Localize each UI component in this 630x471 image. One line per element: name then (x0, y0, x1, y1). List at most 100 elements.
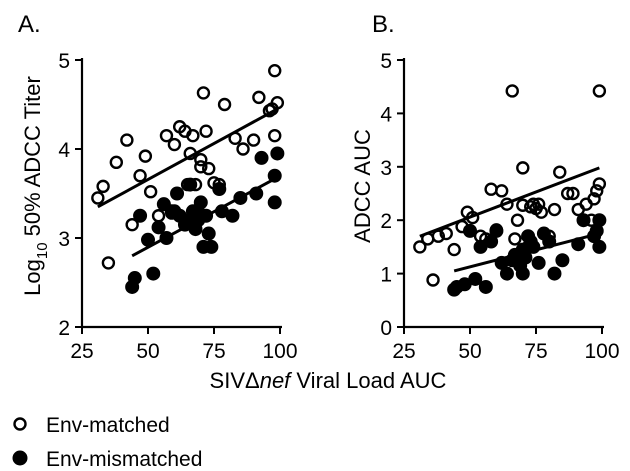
panel-b-y-tick-label: 2 (380, 210, 392, 233)
panel-b-env-mismatched-point (547, 266, 562, 281)
panel-a-x-tick-label: 100 (262, 340, 297, 363)
panel-b-env-mismatched-point (515, 266, 530, 281)
panel-a-env-matched-point (252, 90, 266, 105)
panel-b-env-matched-point (510, 213, 525, 227)
panel-a-env-matched-point (246, 133, 261, 147)
panel-a-env-matched-point (270, 96, 285, 110)
panel-a-y-tick-label: 4 (58, 139, 70, 162)
panel-b-env-mismatched-point (518, 250, 533, 265)
panel-a-env-matched-point (194, 160, 208, 174)
panel-b-env-mismatched-point (555, 253, 570, 268)
panel-b-y-tick-label: 0 (380, 317, 392, 340)
panel-a-env-matched-point (143, 185, 158, 199)
panel-a-env-mismatched-point (254, 150, 269, 165)
x-axis-title-italic: nef (260, 368, 293, 393)
panel-a-x-tick-label: 75 (202, 340, 225, 363)
legend-label-env-matched: Env-matched (46, 414, 170, 437)
panel-b-env-matched-point (547, 202, 562, 217)
panel-a-env-matched-point (109, 155, 124, 170)
panel-b-x-tick-label: 75 (524, 340, 547, 363)
panel-a-env-mismatched-point (233, 190, 248, 205)
panel-a-env-matched-point (151, 209, 166, 223)
panel-b-env-mismatched-point (592, 239, 607, 254)
panel-b-env-matched-point (587, 192, 601, 206)
panel-b-y-tick-label: 5 (380, 50, 392, 73)
panel-a-env-mismatched-point (141, 232, 155, 247)
panel-b-y-tick-label: 4 (380, 103, 392, 126)
panel-a-y-tick-label: 3 (58, 228, 70, 251)
panel-a-env-matched-point (133, 168, 147, 183)
panel-a-env-mismatched-point (225, 208, 240, 223)
panel-a-env-mismatched-point (170, 186, 185, 201)
panel-a-ylabel-subscript: 10 (34, 242, 51, 259)
panel-b-x-tick-label: 100 (584, 340, 619, 363)
panel-a-env-matched-point (183, 146, 197, 161)
panel-a-env-mismatched-point (151, 220, 166, 235)
panel-b-env-matched-point (439, 226, 453, 241)
panel-b-env-matched-point (508, 232, 522, 246)
panel-a: A. Log10 50% ADCC Titer 25 50 75 100 2 3 4 5 (18, 11, 298, 363)
panel-a-env-mismatched-point (267, 195, 282, 210)
panel-b-env-matched-point (516, 161, 530, 175)
legend-open-circle-marker (13, 417, 27, 431)
panel-a-env-matched-point (268, 128, 282, 143)
legend-filled-circle-marker (12, 450, 28, 466)
panel-a-env-mismatched-point (146, 266, 161, 281)
panel-b-label: B. (372, 11, 395, 38)
panel-a-label: A. (18, 11, 41, 38)
panel-b-ylabel-main: ADCC AUC (350, 129, 375, 243)
panel-b-env-matched-point (484, 182, 498, 196)
panel-b-env-matched-point (505, 84, 519, 98)
panel-a-env-matched-point (268, 63, 282, 78)
legend: Env-matched Env-mismatched (12, 414, 202, 471)
panel-a-x-tick-label: 50 (136, 340, 159, 363)
panel-a-env-mismatched-point (201, 226, 216, 241)
panel-a-env-matched-point (186, 128, 200, 143)
panel-b-env-mismatched-point (489, 223, 504, 238)
panel-b-env-matched-point (534, 205, 548, 219)
panel-a-env-matched-point (199, 124, 213, 138)
panel-a-env-mismatched-point (267, 168, 282, 183)
panel-b-env-matched-point (590, 184, 604, 198)
panel-b-env-matched-point (447, 242, 461, 257)
panel-b-env-matched-point (566, 186, 580, 201)
panel-b-env-matched-point (413, 240, 427, 254)
panel-a-env-matched-point (96, 179, 110, 194)
panel-a-env-matched-point (196, 86, 211, 100)
panel-a-env-mismatched-point (133, 208, 148, 223)
panel-b-env-matched-point (592, 177, 607, 191)
panel-a-y-axis-title: Log10 50% ADCC Titer (20, 76, 51, 296)
panel-a-env-matched-point (194, 152, 208, 167)
panel-b-env-mismatched-point (542, 234, 557, 249)
panel-b-y-tick-label: 1 (380, 264, 392, 287)
x-axis-title: SIVΔnef Viral Load AUC (210, 368, 447, 393)
panel-b: B. ADCC AUC 25 50 75 100 0 1 2 3 4 5 (350, 11, 620, 363)
panel-b-env-mismatched-point (468, 271, 483, 286)
panel-a-env-mismatched-point (204, 239, 219, 254)
panel-b-env-matched-point (426, 273, 440, 287)
panel-a-points (91, 63, 285, 294)
panel-a-env-matched-point (167, 137, 182, 152)
panel-a-ylabel-main: Log (20, 259, 45, 296)
x-axis-title-prefix: SIVΔ (210, 368, 260, 393)
panel-b-env-mismatched-point (571, 237, 586, 252)
panel-a-env-matched-point (125, 217, 139, 232)
panel-a-env-mismatched-point (249, 186, 264, 201)
panel-a-env-matched-point (202, 161, 216, 176)
legend-label-env-mismatched: Env-mismatched (46, 448, 202, 471)
panel-b-axes: 25 50 75 100 0 1 2 3 4 5 (380, 50, 619, 363)
panel-a-ylabel-rest: 50% ADCC Titer (20, 76, 45, 242)
panel-b-env-matched-point (431, 229, 446, 243)
panel-a-env-mismatched-point (193, 195, 208, 210)
panel-a-env-matched-point (91, 191, 105, 205)
x-axis-title-suffix: Viral Load AUC (290, 368, 446, 393)
panel-a-env-mismatched-point (270, 146, 285, 161)
panel-b-env-mismatched-point (592, 213, 607, 228)
panel-a-env-matched-point (138, 149, 153, 163)
panel-a-env-mismatched-point (199, 208, 214, 223)
panel-a-env-matched-point (120, 133, 134, 147)
panel-b-env-matched-point (500, 197, 514, 211)
panel-a-env-matched-point (236, 142, 250, 156)
panel-b-env-matched-point (560, 186, 575, 201)
panel-a-env-mismatched-point (127, 271, 142, 286)
